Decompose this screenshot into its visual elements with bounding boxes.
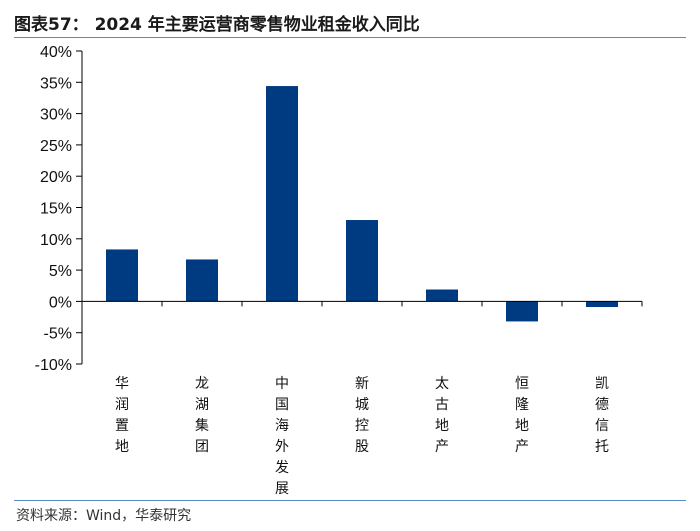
figure-title: 图表57： 2024 年主要运营商零售物业租金收入同比 <box>14 15 420 35</box>
x-category-label: 华润置地 <box>115 376 129 455</box>
y-tick-label: 10% <box>40 232 72 249</box>
x-category-label: 新城控股 <box>355 376 369 455</box>
y-tick-label: 20% <box>40 169 72 186</box>
x-category-label: 龙湖集团 <box>195 376 209 455</box>
y-tick-label: 25% <box>40 138 72 155</box>
x-category-label: 恒隆地产 <box>515 376 529 455</box>
axis-layer <box>76 50 643 365</box>
bar-2 <box>186 259 218 302</box>
y-tick-label: 40% <box>40 44 72 61</box>
bar-7 <box>586 301 618 308</box>
bar-4 <box>346 220 378 302</box>
figure-header: 图表57： 2024 年主要运营商零售物业租金收入同比 <box>14 8 686 38</box>
x-category-label: 中国海外发展 <box>275 376 289 497</box>
source-note: 资料来源：Wind，华泰研究 <box>16 508 192 524</box>
x-category-label: 凯德信托 <box>595 376 609 455</box>
bar-6 <box>506 301 538 322</box>
bars-layer <box>106 86 618 322</box>
y-tick-label: 30% <box>40 107 72 124</box>
y-tick-label: 35% <box>40 75 72 92</box>
x-category-label: 太古地产 <box>435 376 449 455</box>
figure-footer: 资料来源：Wind，华泰研究 <box>14 500 686 526</box>
y-tick-label: -5% <box>44 326 72 343</box>
labels-layer: -10% -5% 0% 5% 10% 15% 20% 25% 30% 35% 40% 华润置地 龙湖集团… <box>35 44 609 497</box>
y-tick-label: 15% <box>40 201 72 218</box>
y-tick-label: -10% <box>35 357 72 374</box>
y-tick-label: 0% <box>49 294 72 311</box>
bar-3 <box>266 86 298 302</box>
bar-1 <box>106 249 138 302</box>
bar-5 <box>426 289 458 302</box>
y-tick-label: 5% <box>49 263 72 280</box>
